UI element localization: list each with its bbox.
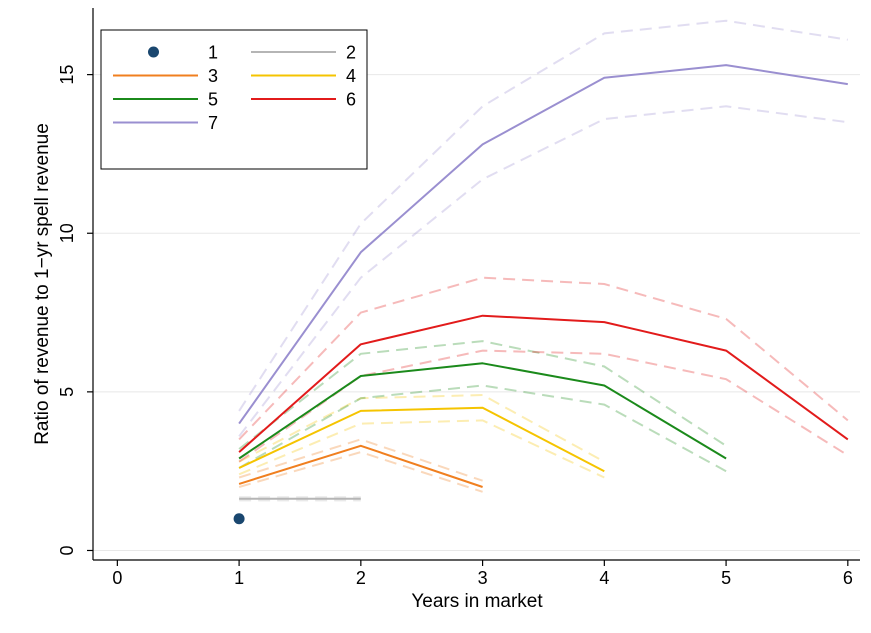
- series-5-line: [238, 362, 727, 460]
- legend-label-5: 5: [208, 90, 218, 110]
- series-3-line: [238, 444, 483, 488]
- ticks: 0 5 10 15 0 1 2 3 4 5 6: [57, 65, 853, 588]
- x-tick-label-4: 4: [599, 568, 609, 588]
- legend: 1 2 3 4 5 6 7: [100, 29, 368, 170]
- series-6-upper-band: [238, 276, 849, 441]
- x-tick-label-6: 6: [843, 568, 853, 588]
- x-tick-label-5: 5: [721, 568, 731, 588]
- x-tick-label-3: 3: [478, 568, 488, 588]
- y-axis-title: Ratio of revenue to 1−yr spell revenue: [32, 123, 53, 445]
- y-tick-label-15: 15: [57, 65, 77, 85]
- series-4-upper-band: [238, 393, 605, 463]
- legend-label-6: 6: [346, 90, 356, 110]
- y-tick-label-10: 10: [57, 223, 77, 243]
- series-3-upper-band: [238, 438, 483, 482]
- legend-label-2: 2: [346, 43, 356, 63]
- series-4-lower-band: [238, 419, 605, 479]
- x-tick-label-0: 0: [112, 568, 122, 588]
- legend-symbol-1: [148, 46, 159, 58]
- series-7-lower-band: [238, 105, 848, 437]
- legend-label-7: 7: [208, 113, 218, 133]
- x-tick-label-2: 2: [356, 568, 366, 588]
- series-7-upper-band: [238, 19, 848, 412]
- series-4-line: [238, 406, 605, 473]
- series-7-line: [238, 64, 848, 425]
- series-lines: [233, 64, 849, 525]
- legend-label-4: 4: [346, 66, 356, 86]
- legend-label-1: 1: [208, 43, 218, 63]
- series-3-lower-band: [238, 451, 483, 493]
- series-5-upper-band: [238, 340, 727, 450]
- y-tick-label-5: 5: [57, 387, 77, 397]
- legend-label-3: 3: [208, 66, 218, 86]
- series-1-point: [233, 513, 245, 525]
- x-axis-title: Years in market: [411, 591, 543, 612]
- axes: [92, 8, 860, 561]
- y-tick-label-0: 0: [57, 545, 77, 555]
- x-tick-label-1: 1: [234, 568, 244, 588]
- series-6-line: [238, 314, 849, 453]
